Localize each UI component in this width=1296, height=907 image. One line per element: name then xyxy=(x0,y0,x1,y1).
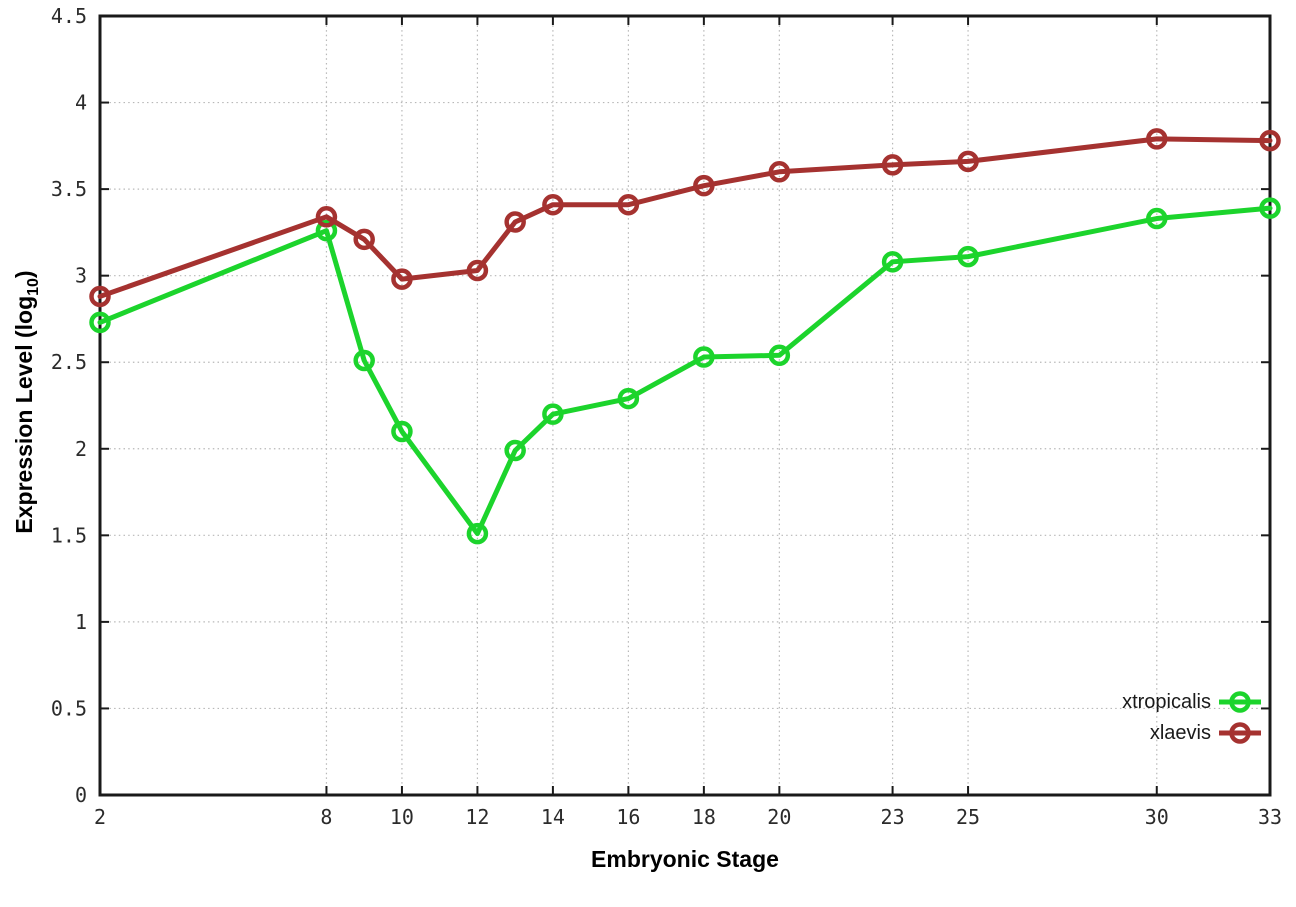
y-axis-title-text: Expression Level (log xyxy=(11,295,38,534)
plot-frame xyxy=(98,14,1272,797)
y-tick-label: 2.5 xyxy=(51,350,87,374)
legend-entry-xtropicalis: xtropicalis xyxy=(1122,686,1262,717)
y-tick-label: 2 xyxy=(75,437,87,461)
data-point-xtropicalis-stage-30 xyxy=(1146,207,1168,230)
data-point-xlaevis-stage-20 xyxy=(768,161,791,183)
series-line-xlaevis xyxy=(97,136,1273,299)
legend-sample-xlaevis xyxy=(1219,721,1261,744)
x-tick-label: 33 xyxy=(1258,805,1282,829)
data-point-xlaevis-stage-14 xyxy=(542,193,564,216)
y-tick-label: 4 xyxy=(75,91,87,115)
data-point-xlaevis-stage-30 xyxy=(1146,128,1168,150)
data-point-xlaevis-stage-9 xyxy=(353,228,375,251)
data-point-xtropicalis-stage-9 xyxy=(353,349,375,372)
y-tick-label: 1 xyxy=(75,610,87,634)
data-point-xtropicalis-stage-18 xyxy=(693,346,715,368)
data-point-xtropicalis-stage-20 xyxy=(768,344,791,367)
y-tick-label: 1.5 xyxy=(51,523,87,547)
x-tick-label: 18 xyxy=(692,805,716,829)
legend-entry-xlaevis: xlaevis xyxy=(1122,717,1262,748)
x-tick-label: 2 xyxy=(94,805,106,829)
data-point-xlaevis-stage-8 xyxy=(315,206,338,228)
data-point-xlaevis-stage-23 xyxy=(881,154,904,176)
data-point-xtropicalis-stage-13 xyxy=(504,439,526,462)
y-tick-label: 4.5 xyxy=(51,4,87,28)
x-tick-label: 30 xyxy=(1145,805,1169,829)
data-point-xlaevis-stage-25 xyxy=(957,150,979,173)
data-point-xlaevis-stage-2 xyxy=(89,285,111,308)
data-point-xtropicalis-stage-16 xyxy=(617,387,640,410)
y-tick-label: 3 xyxy=(75,264,87,288)
data-point-xlaevis-stage-13 xyxy=(504,211,526,233)
legend-label-xlaevis: xlaevis xyxy=(1149,721,1211,744)
y-tick-label: 0 xyxy=(75,783,87,807)
legend-sample-marker xyxy=(1229,690,1251,713)
x-tick-label: 16 xyxy=(616,805,640,829)
data-point-xtropicalis-stage-8 xyxy=(315,219,338,242)
data-point-xlaevis-stage-33 xyxy=(1259,129,1281,152)
x-tick-label: 14 xyxy=(541,805,565,829)
data-point-xtropicalis-stage-14 xyxy=(542,403,564,425)
y-axis-title-suffix: ) xyxy=(11,270,38,279)
y-tick-label: 3.5 xyxy=(51,177,87,201)
data-point-xtropicalis-stage-10 xyxy=(391,420,413,443)
data-point-xtropicalis-stage-12 xyxy=(466,522,489,545)
data-point-xlaevis-stage-12 xyxy=(466,259,489,282)
legend-sample-xtropicalis xyxy=(1219,690,1261,713)
y-axis-title: Expression Level (log10) xyxy=(11,270,43,533)
data-point-xlaevis-stage-16 xyxy=(617,193,640,216)
legend: xtropicalis xlaevis xyxy=(1122,686,1262,748)
y-axis-title-subscript: 10 xyxy=(24,278,42,296)
y-tick-label: 0.5 xyxy=(51,696,87,720)
x-tick-label: 23 xyxy=(881,805,905,829)
data-point-xtropicalis-stage-2 xyxy=(89,311,111,334)
data-point-xtropicalis-stage-25 xyxy=(957,245,979,268)
series-line-xtropicalis xyxy=(97,205,1273,537)
legend-label-xtropicalis: xtropicalis xyxy=(1122,690,1211,713)
x-tick-label: 25 xyxy=(956,805,980,829)
x-axis-title: Embryonic Stage xyxy=(591,846,779,872)
data-point-xlaevis-stage-10 xyxy=(391,268,413,290)
legend-sample-marker xyxy=(1229,721,1251,744)
data-point-xtropicalis-stage-23 xyxy=(881,251,904,273)
x-tick-label: 20 xyxy=(767,805,791,829)
x-tick-label: 10 xyxy=(390,805,414,829)
x-tick-label: 12 xyxy=(465,805,489,829)
data-point-xtropicalis-stage-33 xyxy=(1259,197,1281,219)
data-point-xlaevis-stage-18 xyxy=(693,174,715,197)
x-tick-label: 8 xyxy=(320,805,332,829)
